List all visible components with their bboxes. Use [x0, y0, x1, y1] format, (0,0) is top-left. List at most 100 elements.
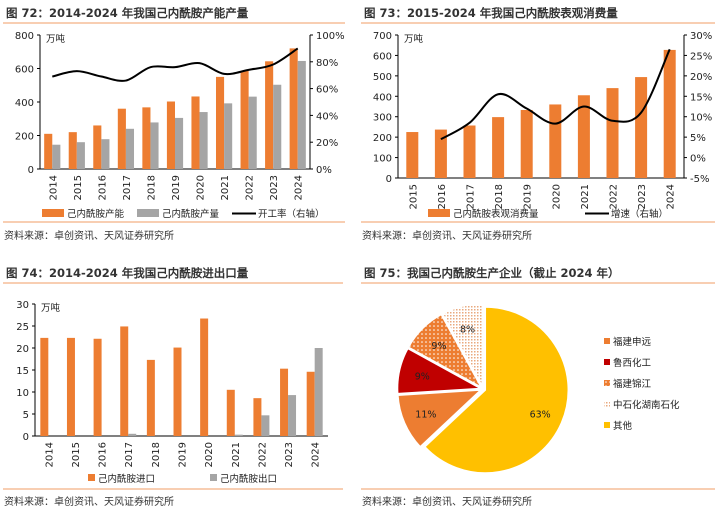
legend-swatch — [604, 401, 610, 407]
y-tick-label: 300 — [373, 113, 392, 124]
legend-label: 福建锦江 — [613, 378, 652, 390]
x-tick-label: 2022 — [257, 442, 268, 467]
x-tick-label: 2019 — [523, 184, 534, 209]
y-tick-label: 0 — [386, 174, 392, 185]
pie-slice-福建申远 — [397, 389, 483, 448]
legend-label: 福建申远 — [613, 336, 652, 348]
legend-label: 开工率（右轴） — [258, 208, 325, 220]
x-tick-label: 2015 — [408, 184, 419, 209]
pie-data-label: 11% — [415, 410, 436, 421]
bar-己内酰胺出口-2022 — [261, 415, 270, 436]
x-tick-label: 2016 — [98, 442, 109, 467]
bar-己内酰胺产量-2021 — [224, 103, 233, 169]
y-unit-label: 万吨 — [46, 33, 66, 45]
y-tick-label: 600 — [15, 65, 34, 76]
bar-己内酰胺进口-2020 — [200, 318, 209, 436]
bar-己内酰胺表观消费量-2021 — [577, 95, 590, 178]
x-tick-label: 2022 — [245, 175, 256, 200]
bar-己内酰胺出口-2023 — [288, 395, 297, 436]
bar-己内酰胺产量-2024 — [297, 60, 306, 169]
y2-tick-label: 80% — [316, 58, 338, 69]
y-unit-label: 万吨 — [41, 302, 61, 314]
pie-data-label: 63% — [530, 410, 551, 421]
bar-己内酰胺产能-2024 — [289, 48, 298, 169]
x-tick-label: 2024 — [294, 175, 305, 200]
x-tick-label: 2019 — [171, 175, 182, 200]
y2-tick-label: 10% — [690, 113, 712, 124]
bar-己内酰胺进口-2018 — [146, 359, 155, 436]
bar-己内酰胺表观消费量-2022 — [606, 88, 619, 178]
bar-己内酰胺进口-2022 — [253, 398, 262, 436]
legend-label: 鲁西化工 — [613, 357, 652, 369]
x-tick-label: 2021 — [220, 175, 231, 200]
legend-bar-swatch — [42, 209, 64, 217]
y2-tick-label: 40% — [316, 111, 338, 122]
legend-swatch — [604, 380, 610, 386]
pie-data-label: 8% — [460, 325, 475, 336]
y-tick-label: 30 — [16, 300, 29, 311]
x-tick-label: 2016 — [97, 175, 108, 200]
y-tick-label: 400 — [15, 98, 34, 109]
x-tick-label: 2017 — [122, 175, 133, 200]
x-tick-label: 2017 — [124, 442, 135, 467]
bar-己内酰胺表观消费量-2023 — [635, 77, 648, 178]
pie-slice-中石化湖南石化 — [441, 302, 484, 387]
source-note: 资料来源：卓创资讯、天风证券研究所 — [4, 495, 174, 508]
y2-tick-label: 15% — [690, 92, 712, 103]
legend-swatch — [604, 422, 610, 428]
source-note: 资料来源：卓创资讯、天风证券研究所 — [362, 495, 532, 508]
bar-己内酰胺产能-2023 — [265, 61, 274, 169]
bar-己内酰胺产量-2015 — [76, 142, 85, 169]
chart-title: 图 73：2015-2024 年我国己内酰胺表观消费量 — [364, 6, 618, 20]
chart-title: 图 75：我国己内酰胺生产企业（截止 2024 年） — [364, 266, 620, 280]
bar-己内酰胺表观消费量-2017 — [463, 125, 476, 178]
bar-己内酰胺表观消费量-2024 — [663, 49, 676, 178]
bar-己内酰胺产量-2023 — [273, 84, 282, 169]
bar-己内酰胺产量-2014 — [52, 144, 61, 169]
y-tick-label: 5 — [23, 410, 29, 421]
y2-tick-label: 20% — [316, 138, 338, 149]
bar-己内酰胺表观消费量-2018 — [492, 117, 505, 178]
y-tick-label: 15 — [16, 366, 29, 377]
bar-己内酰胺表观消费量-2015 — [406, 132, 419, 178]
bar-己内酰胺出口-2021 — [234, 434, 243, 436]
bar-己内酰胺产量-2017 — [125, 128, 135, 169]
bar-己内酰胺产能-2020 — [191, 96, 200, 169]
y-tick-label: 10 — [16, 388, 29, 399]
legend-label: 己内酰胺表观消费量 — [453, 208, 539, 220]
x-tick-label: 2022 — [609, 184, 620, 209]
legend-label: 己内酰胺产量 — [162, 208, 220, 220]
source-note: 资料来源：卓创资讯、天风证券研究所 — [362, 229, 532, 242]
bar-己内酰胺进口-2021 — [226, 389, 235, 436]
legend-bar-swatch — [137, 209, 159, 217]
bar-己内酰胺产能-2021 — [215, 76, 225, 169]
x-tick-label: 2015 — [73, 175, 84, 200]
bar-己内酰胺出口-2017 — [128, 433, 137, 436]
x-tick-label: 2018 — [151, 442, 162, 467]
bar-己内酰胺产能-2016 — [93, 125, 102, 169]
y2-tick-label: 60% — [316, 85, 338, 96]
line-开工率（右轴） — [52, 47, 299, 82]
x-tick-label: 2014 — [44, 442, 55, 467]
x-tick-label: 2017 — [466, 184, 477, 209]
y2-tick-label: 100% — [316, 31, 345, 42]
bar-己内酰胺表观消费量-2019 — [520, 109, 533, 178]
chart-title: 图 72：2014-2024 年我国己内酰胺产能产量 — [6, 6, 249, 20]
bar-己内酰胺进口-2024 — [306, 371, 315, 436]
y-tick-label: 200 — [373, 133, 392, 144]
bar-己内酰胺产量-2016 — [101, 139, 110, 169]
x-tick-label: 2016 — [437, 184, 448, 209]
legend-label: 增速（右轴） — [611, 208, 668, 220]
legend-bar-swatch — [88, 474, 95, 481]
x-tick-label: 2020 — [196, 175, 207, 200]
legend-label: 其他 — [613, 420, 633, 432]
y-tick-label: 0 — [23, 432, 29, 443]
y-tick-label: 600 — [373, 51, 392, 62]
x-tick-label: 2024 — [311, 442, 322, 467]
bar-己内酰胺产量-2022 — [248, 96, 257, 169]
bar-己内酰胺产量-2020 — [199, 112, 208, 169]
y-tick-label: 200 — [15, 132, 34, 143]
bar-己内酰胺进口-2015 — [66, 337, 75, 436]
y-tick-label: 100 — [373, 154, 392, 165]
